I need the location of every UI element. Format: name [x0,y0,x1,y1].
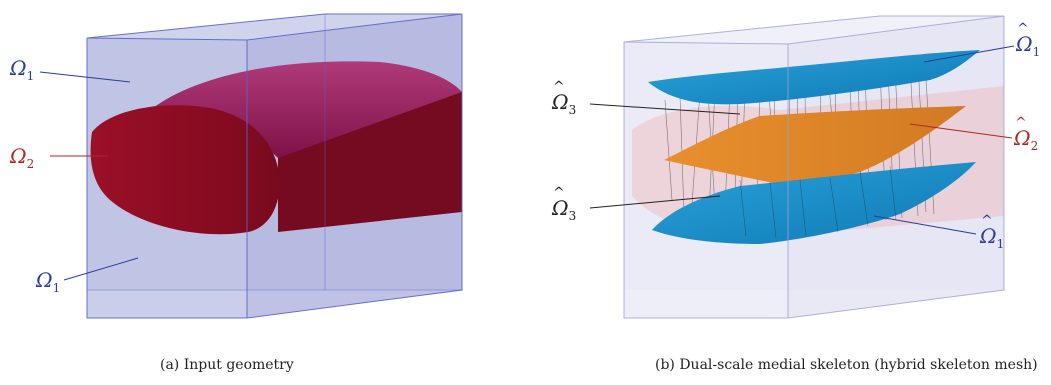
box-top-face [87,14,462,40]
label-base: Ω [10,144,27,168]
label-sub: 1 [996,237,1005,251]
label-hat: ^ [1015,115,1027,131]
caption-panel-b: (b) Dual-scale medial skeleton (hybrid s… [655,357,1038,373]
fiber [889,165,897,221]
label-sub: 1 [52,281,61,295]
fiber [769,181,777,239]
box-edges-b [623,15,1005,319]
leader-left-lower [589,195,721,209]
label-base: Ω [36,268,53,292]
label-sub: 2 [1030,139,1039,153]
leader-bottom [63,257,139,281]
label-base: Ω [1016,32,1033,56]
label-base: Ω [552,90,569,114]
fiber [739,179,747,237]
label-sub: 3 [568,103,577,117]
sheet-bottom-omega1 [652,162,976,244]
fiber [859,171,869,227]
cylinder-omega2 [90,61,462,235]
label-omega1-hat-bottom: ^ Ω1 [980,214,1005,251]
label-sub: 2 [26,157,35,171]
label-base: Ω [10,56,27,80]
caption-panel-a: (a) Input geometry [160,357,294,373]
label-omega1-bottom: Ω1 [36,270,60,294]
label-omega2-hat: ^ Ω2 [1014,116,1039,153]
sheet-middle-omega2 [664,106,966,184]
label-base: Ω [552,196,569,220]
panel-b [589,15,1015,319]
label-sub: 1 [1032,45,1041,59]
label-omega3-hat-upper: ^ Ω3 [552,80,577,117]
skeleton-fibers-front [739,165,897,239]
fiber [829,177,839,233]
cylinder-front-cap [90,105,280,235]
label-hat: ^ [553,79,565,95]
panel-a [39,13,463,319]
label-omega1-hat-top: ^ Ω1 [1016,22,1041,59]
label-hat: ^ [1017,21,1029,37]
label-hat: ^ [553,185,565,201]
leader-top [39,71,131,83]
sheet-top-omega1 [648,50,980,105]
leader-left-upper [589,103,741,115]
label-sub: 1 [26,69,35,83]
leader-top-right [923,45,1015,63]
leaders-b [589,45,1015,235]
box-edges-a [86,13,463,319]
label-omega3-hat-lower: ^ Ω3 [552,186,577,223]
leaders-a [39,71,139,281]
box-front-face [624,42,788,318]
fiber [799,179,807,237]
cylinder-side-surface [278,92,462,232]
label-base: Ω [1014,126,1031,150]
label-omega1-top: Ω1 [10,58,34,82]
leader-bottom-right [873,215,977,235]
label-sub: 3 [568,209,577,223]
label-base: Ω [980,224,997,248]
leader-right-middle [909,123,1013,139]
label-hat: ^ [981,213,993,229]
label-omega2-middle: Ω2 [10,146,34,170]
fiber [664,99,673,201]
